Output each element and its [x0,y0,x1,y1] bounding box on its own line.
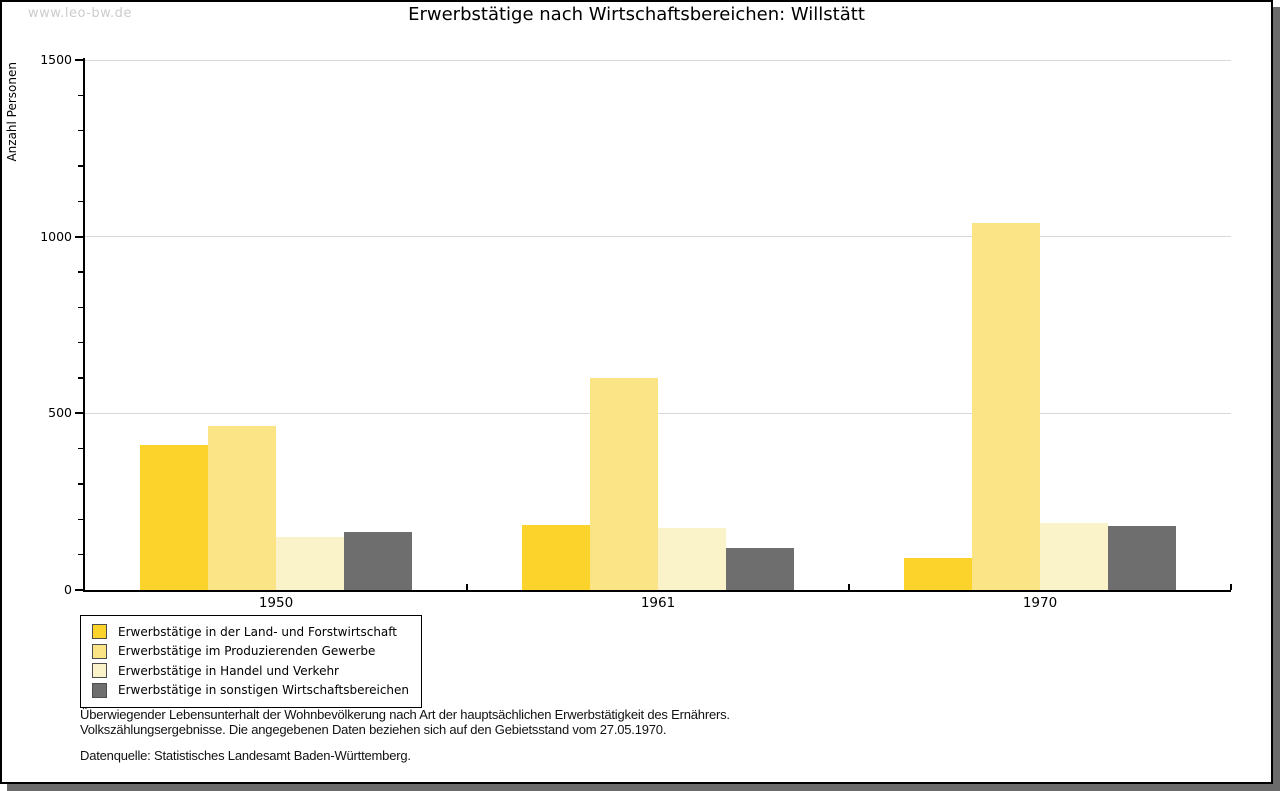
gridline-500 [85,412,1231,414]
legend-swatch-icon [92,643,107,659]
bar-1950-series-2 [208,425,276,590]
x-boundary-tick [1230,584,1232,590]
footnote-line-2: Volkszählungsergebnisse. Die angegebenen… [80,722,667,737]
chart-title: Erwerbstätige nach Wirtschaftsbereichen:… [408,4,865,25]
y-tick-label: 0 [64,582,72,597]
y-minor-tick [78,377,83,379]
y-major-tick-1500 [75,59,83,61]
legend-label: Erwerbstätige in sonstigen Wirtschaftsbe… [118,683,410,698]
y-axis-line [83,58,85,592]
y-minor-tick [78,553,83,556]
legend-item-4: Erwerbstätige in sonstigen Wirtschaftsbe… [92,681,409,701]
y-axis-title: Anzahl Personen [5,62,19,162]
footnotes: Überwiegender Lebensunterhalt der Wohnbe… [80,707,730,763]
y-major-tick-500 [75,412,83,415]
y-minor-tick [78,483,83,485]
legend-swatch-icon [92,682,107,698]
y-tick-label: 500 [48,405,72,421]
legend-item-3: Erwerbstätige in Handel und Verkehr [92,661,409,681]
x-tick-label: 1970 [1022,595,1058,611]
y-minor-tick [78,518,83,521]
bar-1961-series-4 [726,547,794,590]
watermark: www.leo-bw.de [28,6,132,21]
bar-1961-series-2 [590,378,658,590]
y-minor-tick [78,306,83,309]
bar-1950-series-3 [276,537,344,590]
legend-box: Erwerbstätige in der Land- und Forstwirt… [80,615,423,708]
footnote-line-1: Überwiegender Lebensunterhalt der Wohnbe… [80,707,730,722]
x-tick-label: 1950 [258,595,294,611]
legend-swatch-icon [92,663,107,679]
bar-1950-series-1 [140,445,208,590]
y-minor-tick [78,271,83,273]
legend-item-1: Erwerbstätige in der Land- und Forstwirt… [92,622,409,642]
y-tick-label: 1500 [40,52,72,67]
bar-1970-series-1 [904,558,972,590]
y-minor-tick [78,129,83,132]
legend-label: Erwerbstätige in der Land- und Forstwirt… [118,624,397,639]
y-minor-tick [78,200,83,203]
x-tick-label: 1961 [640,595,676,611]
bar-1970-series-2 [972,222,1040,590]
x-axis-line [83,590,1231,592]
bar-1961-series-1 [522,524,590,590]
legend-label: Erwerbstätige im Produzierenden Gewerbe [118,644,376,659]
y-minor-tick [78,447,83,450]
legend-swatch-icon [92,624,107,640]
bar-1950-series-4 [344,531,412,590]
bar-1970-series-4 [1108,526,1176,590]
y-tick-label: 1000 [40,228,72,244]
legend-label: Erwerbstätige in Handel und Verkehr [118,663,339,678]
gridline-1500 [85,59,1231,61]
y-minor-tick [78,341,83,344]
y-major-tick-0 [75,589,83,591]
y-major-tick-1000 [75,235,83,238]
footnote-source: Datenquelle: Statistisches Landesamt Bad… [80,748,411,763]
y-minor-tick [78,94,83,97]
x-boundary-tick [848,584,850,590]
gridline-1000 [85,236,1231,238]
x-boundary-tick [466,584,468,590]
bar-1970-series-3 [1040,522,1108,590]
y-minor-tick [78,165,83,167]
bar-1961-series-3 [658,528,726,590]
legend-item-2: Erwerbstätige im Produzierenden Gewerbe [92,642,409,662]
